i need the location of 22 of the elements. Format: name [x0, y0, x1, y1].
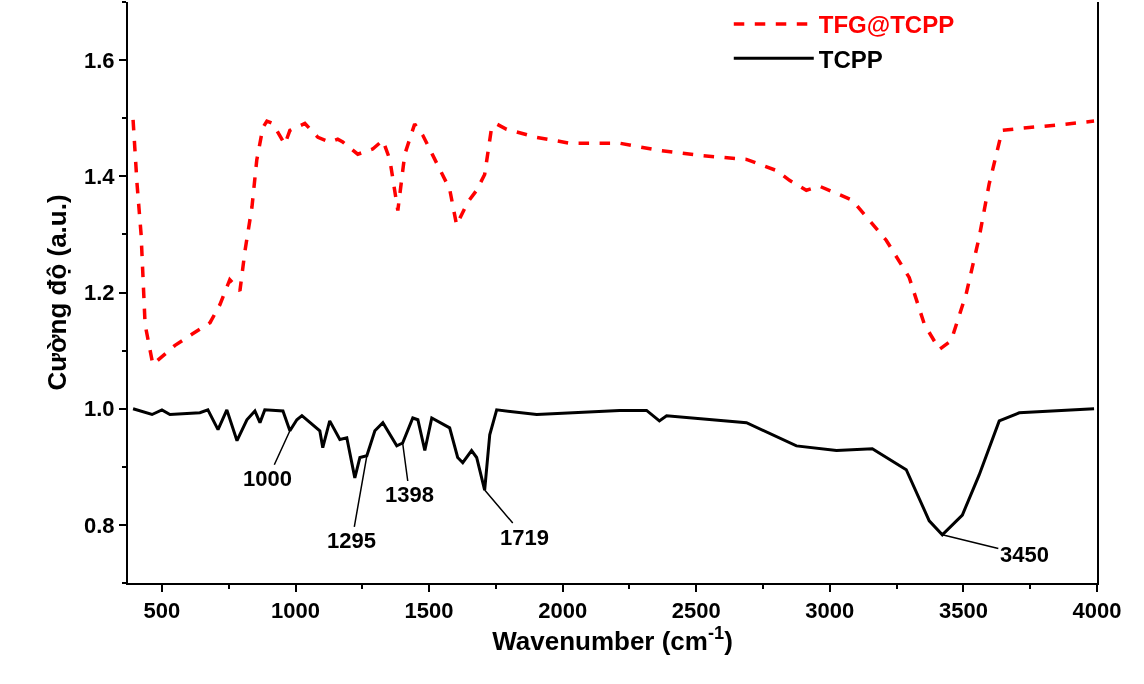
annotation: 1719 [500, 525, 549, 550]
x-tick-label: 2500 [671, 598, 721, 624]
annotation: 1000 [243, 466, 292, 491]
y-tick-label: 1.2 [84, 280, 115, 306]
annotation: 1295 [327, 528, 376, 553]
y-axis-title: Cường độ (a.u.) [41, 194, 72, 391]
y-tick-label: 1.0 [84, 396, 115, 422]
annotation: 1398 [385, 482, 434, 507]
x-tick-label: 500 [143, 598, 181, 624]
x-tick-label: 1500 [404, 598, 454, 624]
y-tick-label: 0.8 [84, 512, 115, 538]
legend-label: TCPP [818, 45, 883, 73]
y-tick-label: 1.6 [84, 47, 115, 73]
x-tick-label: 3500 [938, 598, 988, 624]
x-axis-title: Wavenumber (cm$^{-1}$) [492, 623, 733, 657]
annotation: 3450 [1000, 542, 1049, 567]
legend-label: TFG@TCPP [818, 11, 955, 39]
x-tick-label: 1000 [271, 598, 320, 624]
x-tick-label: 2000 [538, 598, 588, 624]
x-tick-label: 3000 [805, 598, 855, 624]
y-tick-label: 1.4 [84, 164, 116, 189]
x-tick-label: 4000 [1072, 598, 1122, 624]
